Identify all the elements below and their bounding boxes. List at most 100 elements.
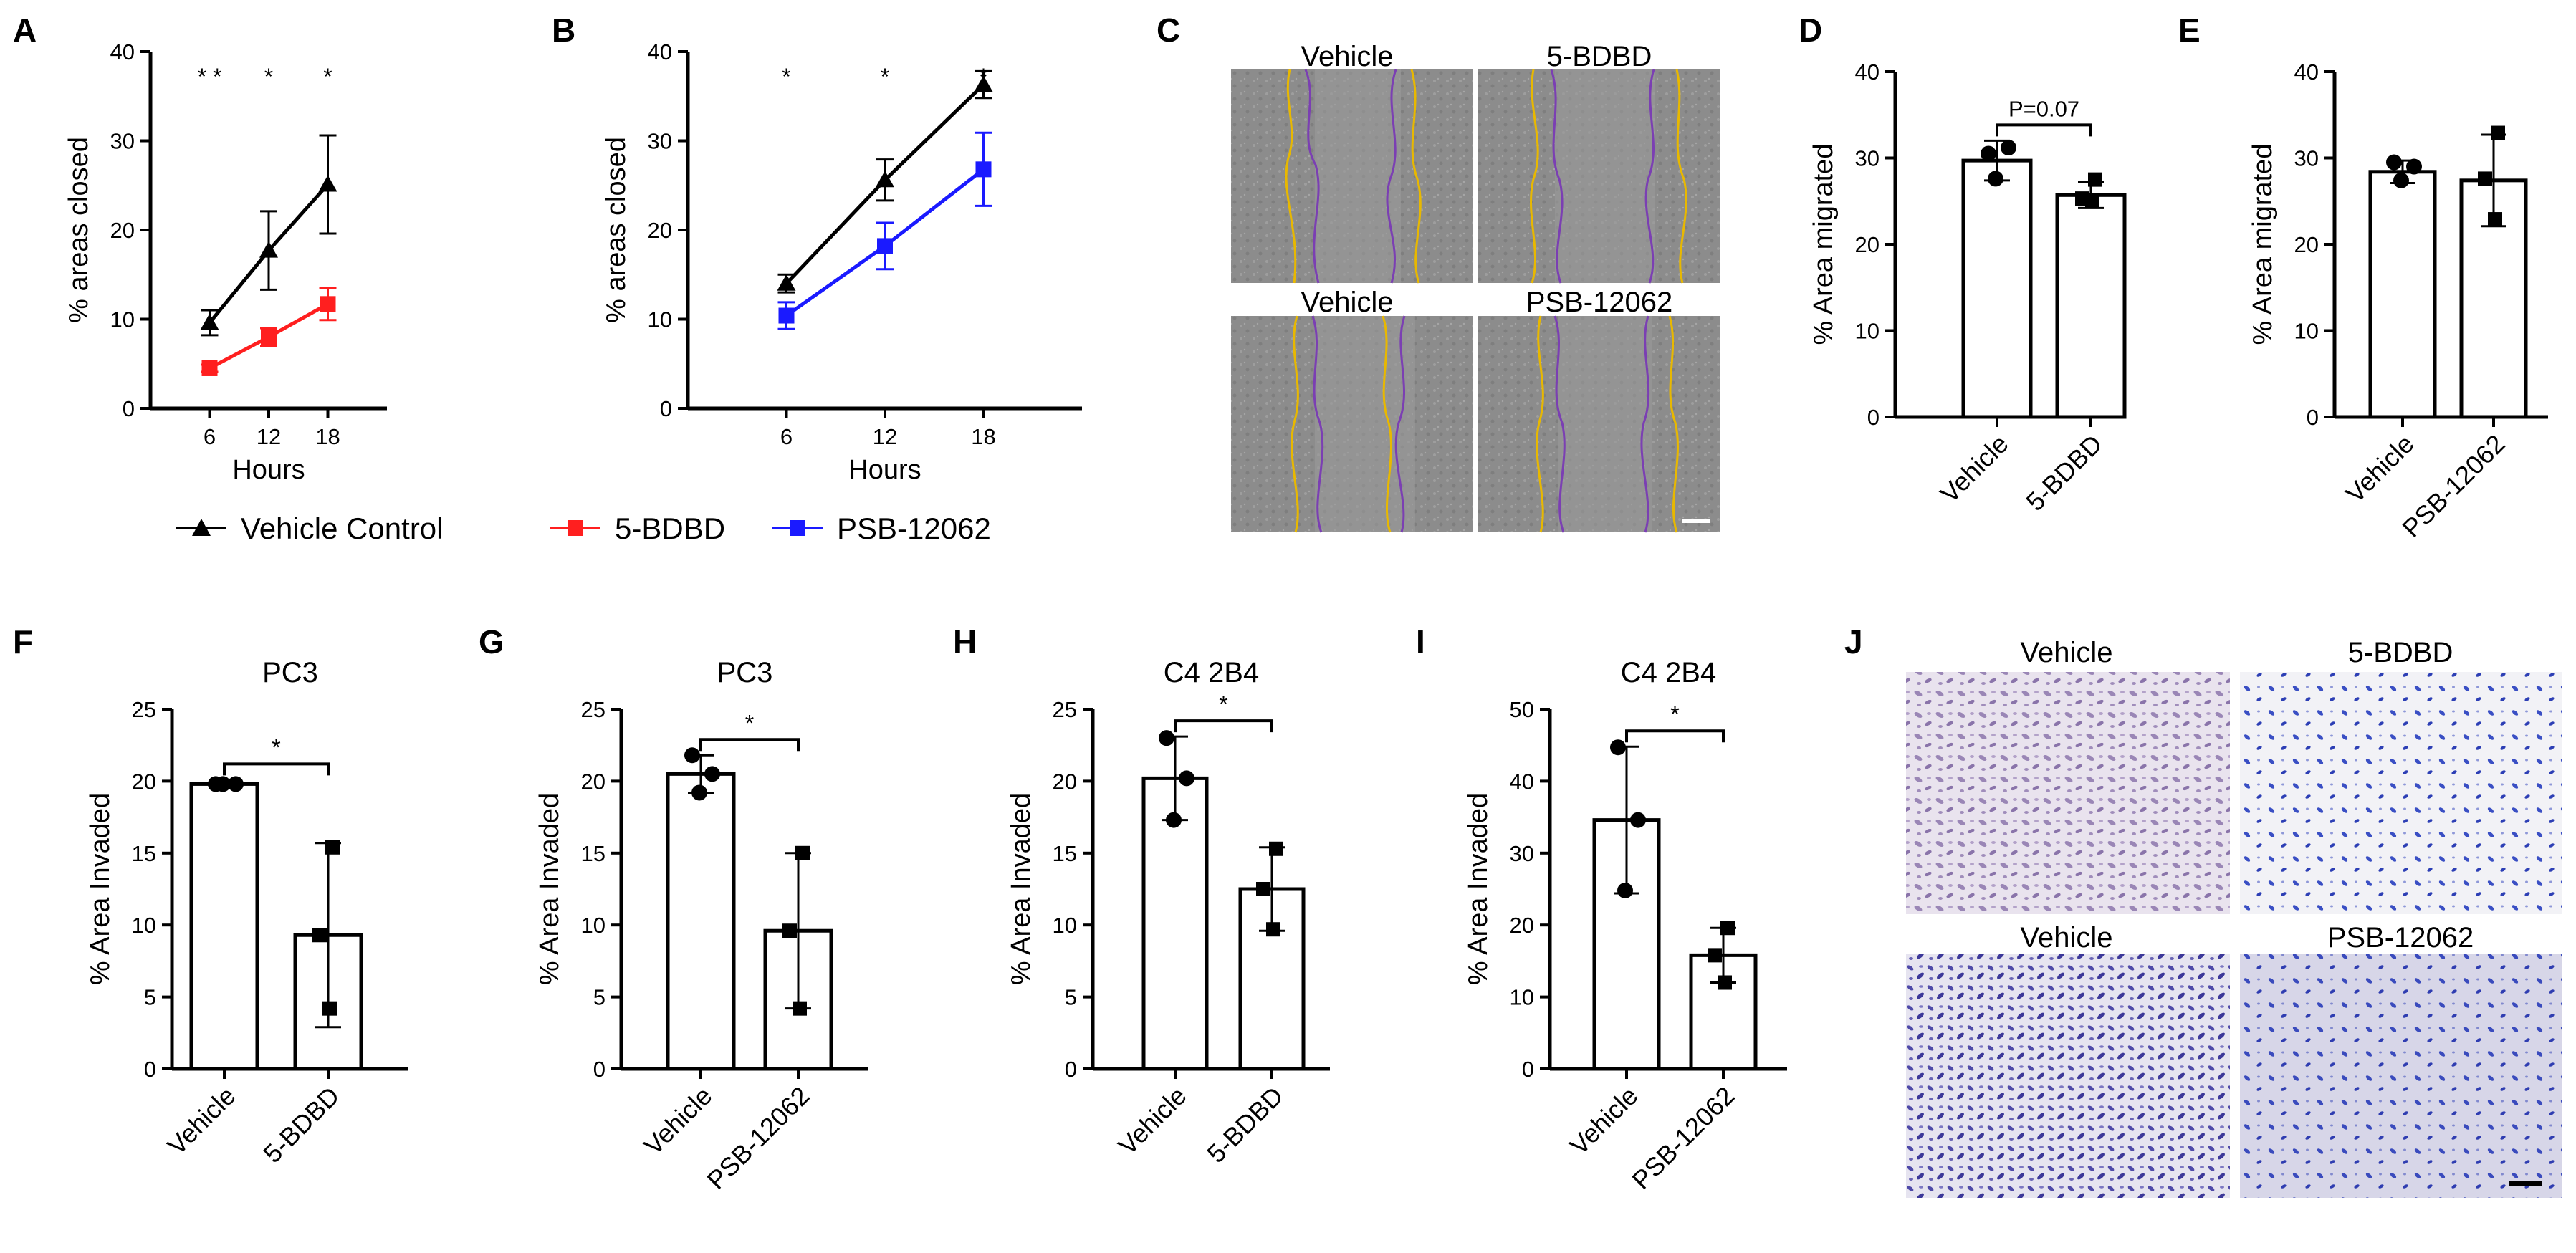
- data-point-square: [1718, 975, 1732, 990]
- significance-star: *: [782, 64, 790, 90]
- y-tick-label: 10: [648, 307, 672, 332]
- y-tick-label: 0: [660, 396, 672, 421]
- data-point-square: [778, 307, 795, 324]
- y-tick-label: 20: [581, 769, 605, 794]
- y-axis-label: % areas closed: [64, 137, 94, 323]
- significance-annotation: *: [745, 710, 754, 736]
- y-tick-label: 0: [123, 396, 135, 421]
- data-point-circle: [215, 776, 231, 792]
- panel-label-B: B: [552, 11, 575, 49]
- data-point-square: [793, 1001, 807, 1016]
- chart-title: PC3: [262, 657, 318, 688]
- legend-label-psb-12062: PSB-12062: [837, 512, 991, 545]
- y-tick-label: 25: [581, 697, 605, 722]
- chart-F-bar: PC3 0 5 10 15 20 25 % Area Invaded Vehicle 5-BDBD…: [85, 657, 408, 1168]
- data-point-square: [1256, 882, 1270, 896]
- y-tick-label: 40: [648, 39, 672, 64]
- data-point-square: [312, 928, 327, 943]
- wound-edge-final-left: [1304, 69, 1320, 284]
- legend-label-vehicle-control: Vehicle Control: [241, 512, 444, 545]
- chart-A-line: 0 10 20 30 40 % areas closed 6 12 18 Hours * * * *: [64, 39, 387, 485]
- data-point-triangle: [200, 313, 219, 330]
- y-tick-label: 10: [581, 913, 605, 938]
- significance-star: *: [979, 64, 987, 90]
- x-category-label: 5-BDBD: [1201, 1081, 1288, 1168]
- data-point-square: [1720, 921, 1735, 936]
- x-tick-label: 6: [780, 424, 793, 449]
- data-point-square: [320, 296, 336, 312]
- legend-item-5-bdbd: 5-BDBD: [550, 512, 725, 545]
- data-point-circle: [1988, 171, 2003, 187]
- data-point-triangle: [259, 241, 278, 258]
- micrograph-label-psb-12062: PSB-12062: [1526, 287, 1673, 318]
- data-point-square: [201, 360, 218, 376]
- triangle-marker-icon: [192, 519, 211, 536]
- data-point-square: [877, 238, 893, 254]
- panel-label-A: A: [13, 11, 37, 49]
- y-tick-label: 0: [1867, 405, 1880, 430]
- y-tick-label: 50: [1510, 697, 1534, 722]
- y-tick-label: 5: [1065, 985, 1077, 1010]
- x-tick-label: 18: [315, 424, 340, 449]
- significance-bracket: [1625, 729, 1725, 743]
- data-point-square: [261, 329, 277, 345]
- x-axis-label: Hours: [848, 455, 921, 485]
- chart-I-bar: C4 2B4 0 10 20 30 40 50 % Area Invaded VehiclePS…: [1463, 657, 1787, 1195]
- data-point-square: [2488, 212, 2502, 227]
- x-category-label: Vehicle: [2340, 429, 2420, 509]
- y-tick-label: 20: [648, 218, 672, 243]
- x-tick-label: 12: [257, 424, 281, 449]
- significance-bracket: [1996, 123, 2092, 137]
- y-tick-label: 20: [1510, 913, 1534, 938]
- y-tick-label: 5: [593, 985, 605, 1010]
- data-point-square: [1269, 841, 1283, 856]
- chart-D-bar: 0 10 20 30 40 % Area migrated Vehicle 5-BDBD P=0…: [1809, 59, 2127, 517]
- y-axis-label: % Area Invaded: [535, 793, 565, 985]
- data-point-circle: [1179, 770, 1194, 787]
- data-point-circle: [1166, 812, 1182, 828]
- bar: [2368, 170, 2437, 419]
- data-point-square: [1266, 922, 1280, 937]
- significance-star: *: [881, 64, 889, 90]
- wound-edge-initial-right: [1410, 69, 1422, 284]
- data-point-triangle: [876, 171, 894, 188]
- y-tick-label: 0: [1522, 1057, 1534, 1082]
- panel-label-H: H: [953, 623, 977, 661]
- data-point-circle: [1981, 145, 1996, 162]
- x-category-label: PSB-12062: [1626, 1081, 1740, 1195]
- y-tick-label: 40: [1510, 769, 1534, 794]
- y-tick-label: 10: [132, 913, 156, 938]
- x-category-label: Vehicle: [162, 1081, 241, 1161]
- micrograph-psb-12062: [2240, 954, 2562, 1198]
- data-point-circle: [1617, 883, 1633, 899]
- y-tick-label: 30: [110, 129, 135, 154]
- x-category-label: 5-BDBD: [2020, 429, 2107, 517]
- y-axis-label: % Area Invaded: [85, 793, 115, 985]
- x-category-label: Vehicle: [1564, 1081, 1644, 1161]
- y-axis-label: % Area migrated: [1809, 144, 1839, 345]
- y-tick-label: 0: [1065, 1057, 1077, 1082]
- square-marker-icon: [790, 520, 805, 536]
- data-point-circle: [1159, 730, 1174, 746]
- data-point-circle: [704, 766, 720, 782]
- data-point-square: [322, 1001, 337, 1016]
- y-tick-label: 40: [1855, 59, 1880, 85]
- panel-label-J: J: [1844, 623, 1863, 661]
- data-point-circle: [2406, 158, 2422, 175]
- x-tick-label: 18: [971, 424, 995, 449]
- legend-item-psb-12062: PSB-12062: [772, 512, 991, 545]
- y-tick-label: 30: [648, 129, 672, 154]
- significance-bracket: [1174, 719, 1273, 733]
- bar: [2055, 193, 2127, 419]
- square-marker-icon: [568, 520, 583, 536]
- data-point-circle: [228, 776, 244, 792]
- data-point-circle: [1630, 812, 1646, 828]
- panel-C-micrographs: Vehicle 5-BDBD Vehicle PSB-12062: [1231, 41, 1720, 533]
- x-tick-label: 12: [873, 424, 897, 449]
- chart-H-bar: C4 2B4 0 5 10 15 20 25 % Area Invaded Vehicle 5-B…: [1006, 657, 1330, 1168]
- x-tick-label: 6: [204, 424, 216, 449]
- significance-bracket: [699, 738, 800, 752]
- y-tick-label: 10: [1053, 913, 1077, 938]
- y-axis-label: % Area Invaded: [1006, 793, 1036, 985]
